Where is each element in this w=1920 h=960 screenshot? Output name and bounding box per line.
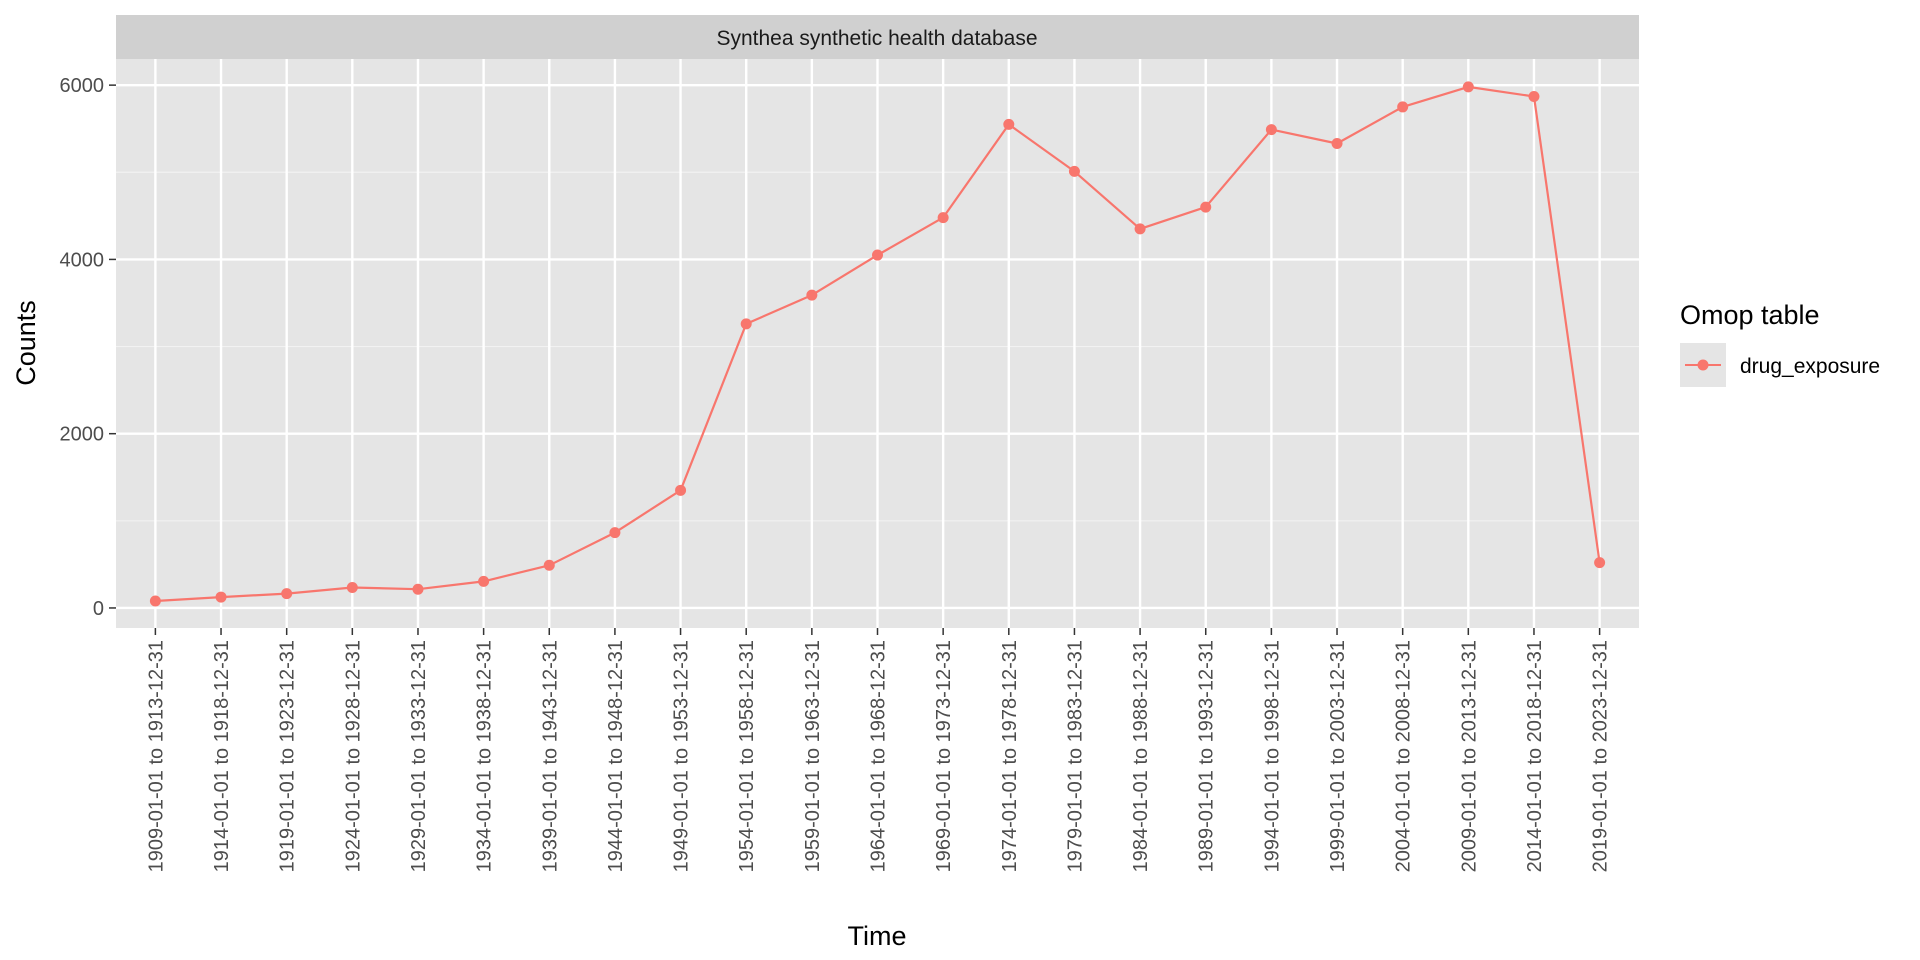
facet-strip-label: Synthea synthetic health database <box>716 27 1037 50</box>
data-point <box>1134 223 1146 235</box>
legend-key-point <box>1697 359 1709 371</box>
x-tick-label: 1934-01-01 to 1938-12-31 <box>474 640 496 872</box>
data-point <box>937 212 949 224</box>
data-point <box>1331 138 1343 150</box>
data-point <box>1003 118 1015 130</box>
data-point <box>1594 557 1606 569</box>
x-tick-label: 1989-01-01 to 1993-12-31 <box>1196 640 1218 872</box>
y-tick-label: 4000 <box>60 249 105 271</box>
x-tick-label: 1929-01-01 to 1933-12-31 <box>408 640 430 872</box>
x-axis: 1909-01-01 to 1913-12-31 1914-01-01 to 19… <box>145 628 1612 872</box>
data-point <box>215 591 227 603</box>
data-point <box>1397 101 1409 113</box>
data-point <box>1068 165 1080 177</box>
y-axis: 0 2000 4000 6000 <box>60 75 116 620</box>
x-tick-label: 2004-01-01 to 2008-12-31 <box>1393 640 1415 872</box>
x-tick-label: 1939-01-01 to 1943-12-31 <box>539 640 561 872</box>
x-tick-label: 2019-01-01 to 2023-12-31 <box>1590 640 1612 872</box>
data-point <box>1265 124 1277 136</box>
data-point <box>675 484 687 496</box>
data-point <box>806 289 818 301</box>
legend: Omop table drug_exposure <box>1680 300 1880 387</box>
data-point <box>412 583 424 595</box>
data-point <box>740 318 752 330</box>
data-point <box>149 595 161 607</box>
x-tick-label: 1954-01-01 to 1958-12-31 <box>736 640 758 872</box>
x-tick-label: 2014-01-01 to 2018-12-31 <box>1524 640 1546 872</box>
x-tick-label: 1964-01-01 to 1968-12-31 <box>868 640 890 872</box>
legend-label-drug-exposure: drug_exposure <box>1740 355 1880 378</box>
legend-title: Omop table <box>1680 300 1820 330</box>
x-tick-label: 1994-01-01 to 1998-12-31 <box>1261 640 1283 872</box>
y-axis-title: Counts <box>11 300 41 386</box>
y-tick-label: 0 <box>93 598 104 620</box>
major-gridlines <box>116 59 1639 628</box>
x-tick-label: 1944-01-01 to 1948-12-31 <box>605 640 627 872</box>
x-tick-label: 2009-01-01 to 2013-12-31 <box>1458 640 1480 872</box>
x-tick-label: 1984-01-01 to 1988-12-31 <box>1130 640 1152 872</box>
data-point <box>281 588 293 600</box>
x-tick-label: 1999-01-01 to 2003-12-31 <box>1327 640 1349 872</box>
data-point <box>478 575 490 587</box>
x-axis-title: Time <box>848 921 907 951</box>
x-tick-label: 1909-01-01 to 1913-12-31 <box>145 640 167 872</box>
x-tick-label: 1974-01-01 to 1978-12-31 <box>999 640 1021 872</box>
y-tick-label: 2000 <box>60 424 105 446</box>
x-tick-label: 1979-01-01 to 1983-12-31 <box>1064 640 1086 872</box>
x-tick-label: 1924-01-01 to 1928-12-31 <box>342 640 364 872</box>
data-point <box>1200 201 1212 213</box>
y-tick-label: 6000 <box>60 75 105 97</box>
data-point <box>1528 90 1540 102</box>
data-point <box>1462 81 1474 93</box>
series-layer <box>149 81 1606 607</box>
data-point <box>872 249 883 261</box>
data-point <box>543 559 555 571</box>
x-tick-label: 1914-01-01 to 1918-12-31 <box>211 640 233 872</box>
data-point <box>609 527 621 539</box>
x-tick-label: 1959-01-01 to 1963-12-31 <box>802 640 824 872</box>
x-tick-label: 1949-01-01 to 1953-12-31 <box>671 640 693 872</box>
data-point <box>346 581 358 593</box>
facet-strip <box>116 15 1639 59</box>
x-tick-label: 1919-01-01 to 1923-12-31 <box>277 640 299 872</box>
x-tick-label: 1969-01-01 to 1973-12-31 <box>933 640 955 872</box>
